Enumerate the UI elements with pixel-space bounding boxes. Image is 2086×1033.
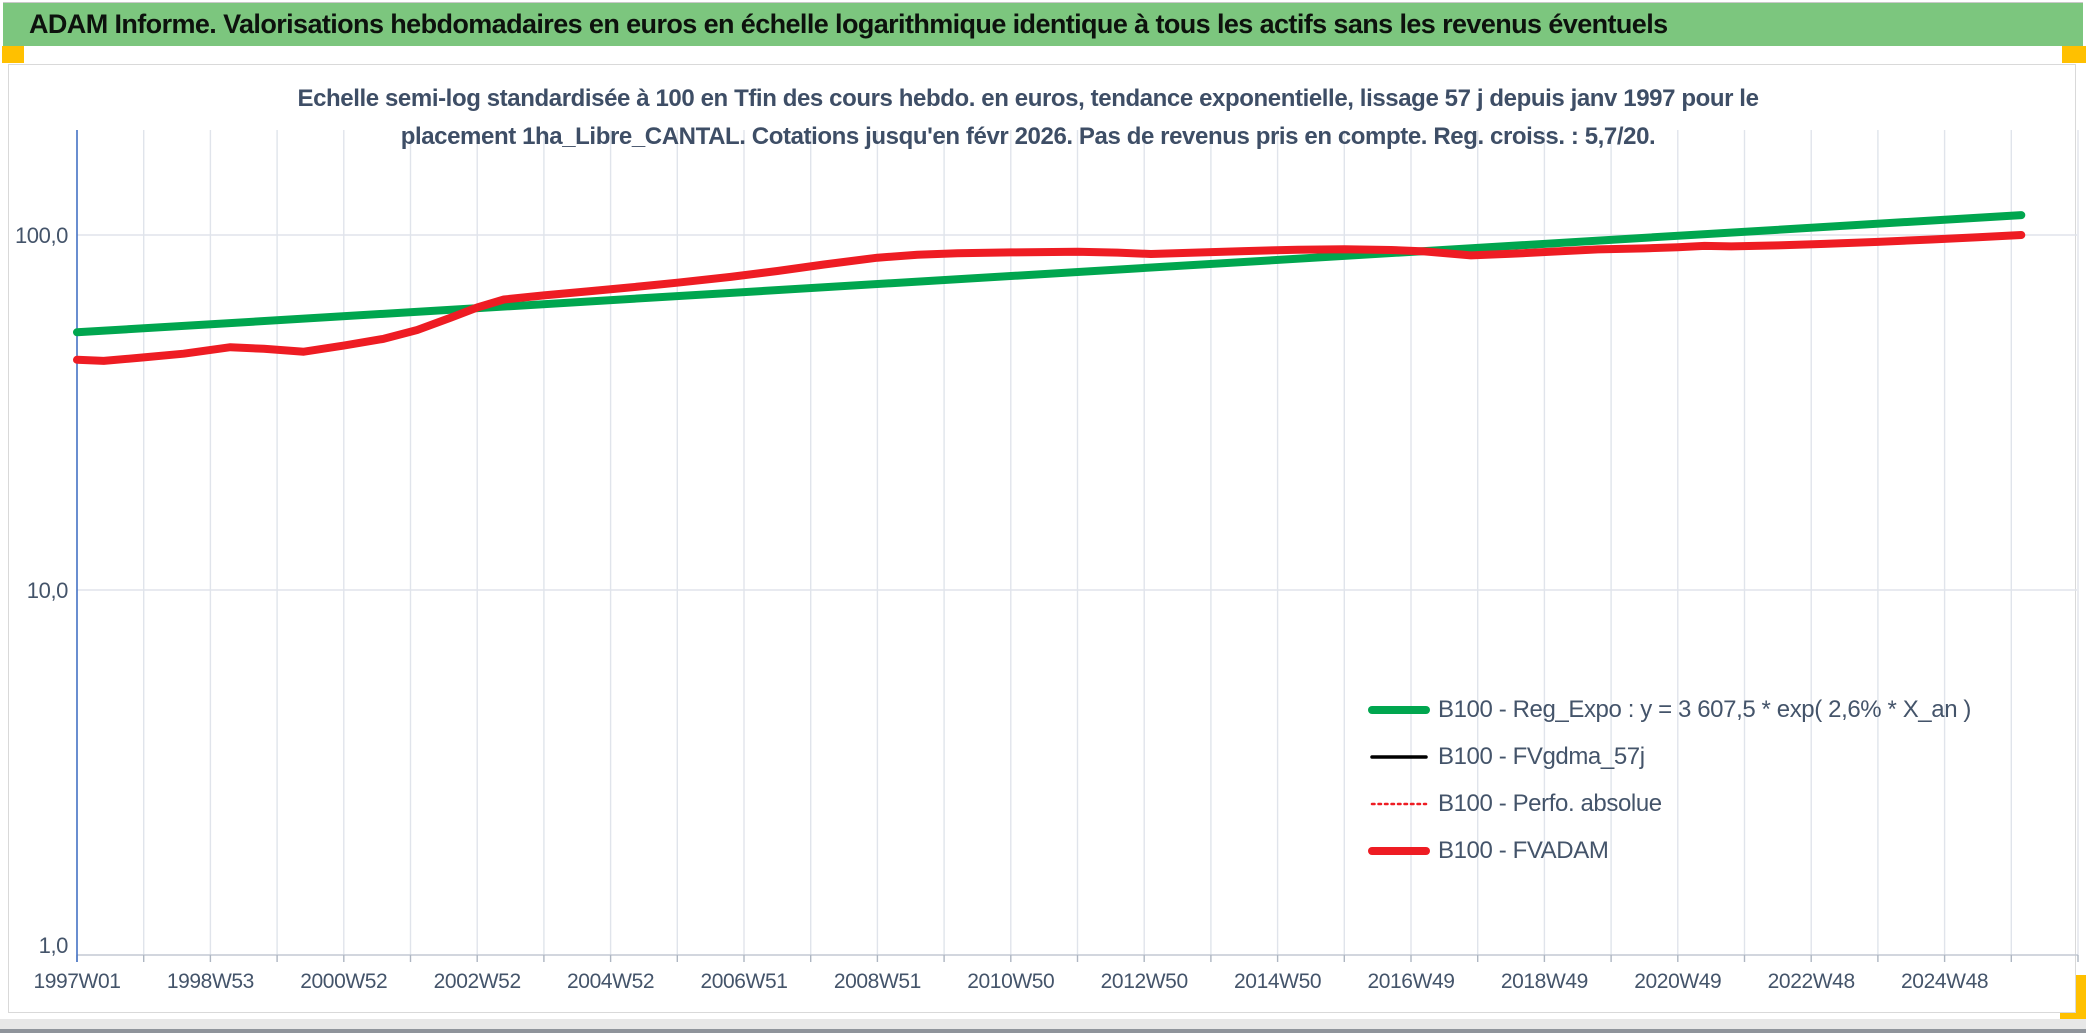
chart-subtitle-line2: placement 1ha_Libre_CANTAL. Cotations ju…: [400, 123, 1656, 150]
chart-legend: B100 - Reg_Expo : y = 3 607,5 * exp( 2,6…: [1368, 686, 1971, 874]
x-axis-label: 2002W52: [434, 970, 521, 993]
y-axis-label: 1,0: [39, 933, 69, 958]
y-axis-label: 100,0: [15, 223, 68, 248]
accent-square-top-right: [2062, 46, 2086, 63]
x-axis-label: 2012W50: [1101, 970, 1188, 993]
x-axis-label: 2010W50: [967, 970, 1054, 993]
accent-square-top-left: [2, 46, 24, 63]
legend-item[interactable]: B100 - FVADAM: [1368, 827, 1971, 874]
x-axis-label: 2022W48: [1768, 970, 1855, 993]
x-axis-label: 2000W52: [300, 970, 387, 993]
legend-label: B100 - Reg_Expo : y = 3 607,5 * exp( 2,6…: [1438, 695, 1972, 723]
chart-subtitle-line1: Echelle semi-log standardisée à 100 en T…: [297, 85, 1759, 112]
x-axis-label: 1998W53: [167, 970, 254, 993]
chart-subtitle: Echelle semi-log standardisée à 100 en T…: [90, 80, 1966, 156]
legend-label: B100 - FVgdma_57j: [1438, 742, 1645, 770]
legend-item[interactable]: B100 - Perfo. absolue: [1368, 780, 1971, 827]
bottom-scrollbar-band[interactable]: [0, 1019, 2086, 1033]
legend-line-sample: [1368, 705, 1430, 714]
series-line-b100-reg-expo-y-3-607-5-exp-2-6-x-an-: [73, 211, 2026, 337]
x-axis-label: 2024W48: [1901, 970, 1988, 993]
legend-line-sample: [1370, 754, 1428, 759]
legend-label: B100 - Perfo. absolue: [1438, 789, 1662, 817]
legend-line-sample: [1370, 802, 1428, 805]
series-line-b100-fvadam: [73, 231, 2026, 365]
title-bar: ADAM Informe. Valorisations hebdomadaire…: [3, 2, 2083, 46]
x-axis-label: 2018W49: [1501, 970, 1588, 993]
x-axis-label: 2014W50: [1234, 970, 1321, 993]
page-title: ADAM Informe. Valorisations hebdomadaire…: [29, 9, 1668, 39]
chart-area[interactable]: [8, 64, 2076, 1013]
x-axis-label: 2008W51: [834, 970, 921, 993]
legend-label: B100 - FVADAM: [1438, 836, 1609, 864]
x-axis-label: 2016W49: [1367, 970, 1454, 993]
accent-strip-right: [2076, 975, 2086, 1033]
x-axis-label: 1997W01: [33, 970, 120, 993]
x-axis-label: 2006W51: [700, 970, 787, 993]
legend-item[interactable]: B100 - FVgdma_57j: [1368, 733, 1971, 780]
legend-item[interactable]: B100 - Reg_Expo : y = 3 607,5 * exp( 2,6…: [1368, 686, 1971, 733]
x-axis-label: 2020W49: [1634, 970, 1721, 993]
legend-line-sample: [1368, 846, 1430, 855]
y-axis-label: 10,0: [27, 578, 68, 603]
x-axis-label: 2004W52: [567, 970, 654, 993]
